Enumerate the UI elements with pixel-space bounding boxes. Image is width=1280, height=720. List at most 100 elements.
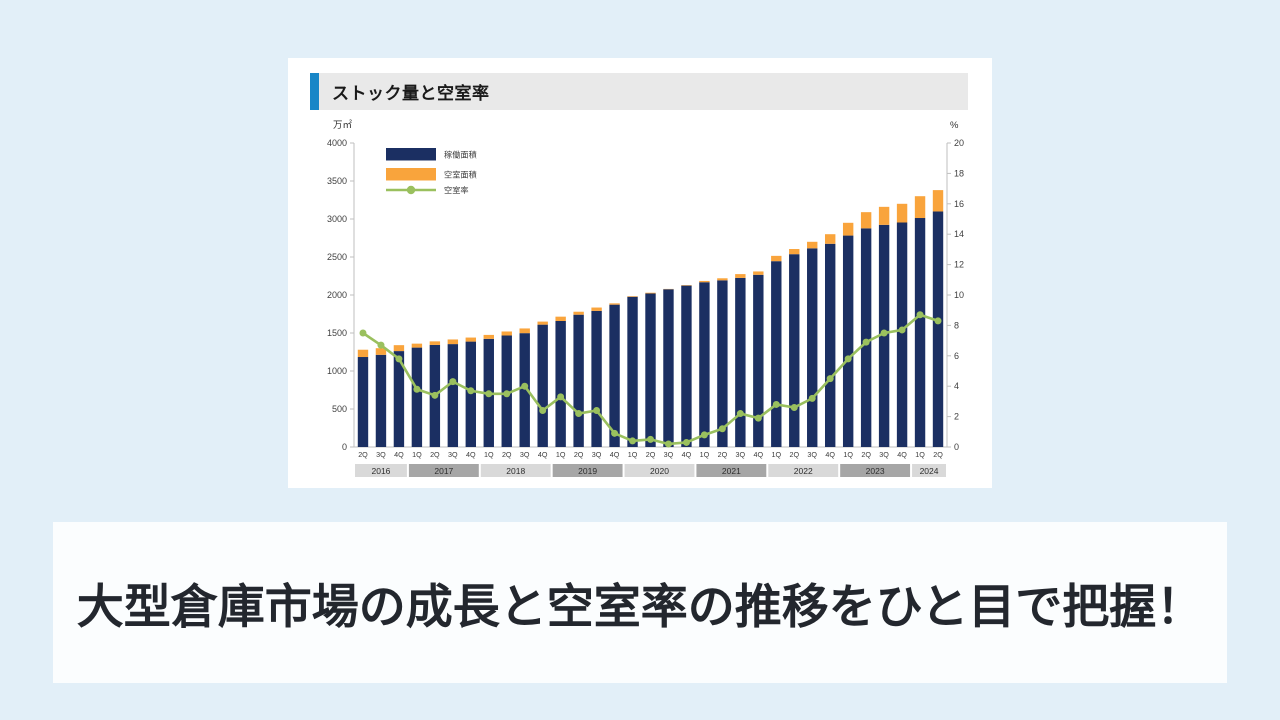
bar-operating-area [771, 261, 782, 447]
x-axis-quarter-label: 1Q [843, 450, 853, 459]
right-axis-tick-label: 0 [954, 442, 959, 452]
bar-operating-area [914, 218, 926, 447]
x-axis-quarter-label: 4Q [466, 450, 476, 459]
bar-vacant-area [357, 349, 369, 358]
bar-vacant-area [393, 345, 405, 352]
x-axis-quarter-label: 2Q [718, 450, 728, 459]
vacancy-rate-point [700, 431, 708, 439]
vacancy-rate-point [880, 329, 888, 337]
bar-operating-area [645, 293, 656, 447]
bar-operating-area [735, 277, 746, 447]
vacancy-rate-point [593, 407, 601, 415]
x-axis-quarter-label: 4Q [754, 450, 764, 459]
x-axis-quarter-label: 2Q [861, 450, 871, 459]
bar-operating-area [411, 347, 423, 447]
bar-operating-area [824, 243, 836, 447]
x-axis-quarter-label: 1Q [556, 450, 566, 459]
x-axis-quarter-label: 3Q [879, 450, 889, 459]
caption-band: 大型倉庫市場の成長と空室率の推移をひと目で把握！ [53, 522, 1227, 683]
vacancy-rate-point [485, 390, 493, 398]
vacancy-rate-point [772, 400, 780, 408]
vacancy-rate-point [647, 435, 654, 443]
left-axis-tick-label: 0 [342, 442, 347, 452]
vacancy-rate-point [395, 355, 403, 363]
bar-operating-area [519, 333, 530, 447]
left-axis-tick-label: 4000 [327, 138, 347, 148]
right-axis-tick-label: 14 [954, 229, 964, 239]
right-axis-tick-label: 10 [954, 290, 964, 300]
vacancy-rate-point [359, 329, 367, 337]
bar-vacant-area [896, 203, 908, 223]
bar-operating-area [447, 344, 459, 447]
bar-operating-area [393, 351, 405, 447]
vacancy-rate-point [413, 385, 421, 393]
vacancy-rate-point [916, 311, 924, 319]
year-band-2018 [480, 464, 551, 477]
legend-label-vacancy-rate: 空室率 [444, 185, 469, 195]
bar-operating-area [663, 289, 674, 447]
x-axis-quarter-label: 1Q [771, 450, 781, 459]
bar-vacant-area [914, 196, 926, 219]
x-axis-quarter-label: 1Q [484, 450, 494, 459]
vacancy-rate-point [611, 429, 619, 437]
bar-operating-area [537, 324, 548, 447]
year-band-label: 2023 [866, 466, 885, 476]
vacancy-rate-point [754, 414, 762, 422]
legend-marker-vacancy-rate [406, 185, 416, 195]
vacancy-rate-point [467, 387, 475, 395]
bar-vacant-area [591, 307, 602, 311]
bar-vacant-area [519, 328, 530, 334]
x-axis-quarter-label: 3Q [592, 450, 602, 459]
bar-vacant-area [483, 334, 494, 339]
right-axis-tick-label: 6 [954, 351, 959, 361]
x-axis-quarter-label: 4Q [825, 450, 835, 459]
x-axis-quarter-label: 2Q [358, 450, 368, 459]
legend-label-vacant: 空室面積 [444, 170, 477, 180]
x-axis-quarter-label: 2Q [789, 450, 799, 459]
header-accent-bar [310, 73, 319, 110]
vacancy-rate-point [862, 338, 870, 346]
bar-vacant-area [645, 292, 656, 294]
vacancy-rate-point [808, 394, 816, 402]
year-band-label: 2022 [794, 466, 813, 476]
x-axis-quarter-label: 2Q [646, 450, 656, 459]
bar-vacant-area [717, 278, 728, 281]
bar-vacant-area [753, 271, 764, 275]
vacancy-rate-point [736, 410, 744, 418]
right-axis-tick-label: 8 [954, 320, 959, 330]
bar-vacant-area [501, 331, 512, 336]
bar-operating-area [842, 235, 854, 447]
year-band-label: 2018 [506, 466, 525, 476]
bar-vacant-area [447, 339, 459, 345]
bar-operating-area [932, 211, 944, 447]
bar-vacant-area [375, 348, 387, 355]
bar-vacant-area [932, 190, 944, 212]
bar-operating-area [609, 304, 620, 447]
vacancy-rate-point [718, 425, 726, 433]
vacancy-rate-point [575, 410, 583, 418]
year-band-2023 [840, 464, 911, 477]
x-axis-quarter-label: 1Q [915, 450, 925, 459]
vacancy-rate-point [377, 341, 385, 349]
year-band-2020 [624, 464, 695, 477]
x-axis-quarter-label: 2Q [933, 450, 943, 459]
bar-vacant-area [573, 311, 584, 315]
x-axis-quarter-label: 3Q [664, 450, 674, 459]
left-axis-tick-label: 3000 [327, 214, 347, 224]
vacancy-rate-point [826, 375, 834, 383]
vacancy-rate-point [431, 391, 439, 399]
legend-swatch-vacant [386, 168, 436, 181]
chart-card: ストック量と空室率 万㎡% 0 500 1000 1500 2000 2500 3000 350… [288, 58, 992, 488]
vacancy-rate-point [557, 393, 565, 401]
bar-operating-area [699, 282, 710, 447]
caption-text: 大型倉庫市場の成長と空室率の推移をひと目で把握！ [76, 580, 1204, 633]
vacancy-rate-point [790, 403, 798, 411]
bar-operating-area [357, 357, 369, 447]
x-axis-quarter-label: 4Q [610, 450, 620, 459]
right-axis-tick-label: 16 [954, 199, 964, 209]
vacancy-rate-point [844, 355, 852, 363]
x-axis-quarter-label: 1Q [700, 450, 710, 459]
bar-vacant-area [429, 341, 441, 345]
left-axis-tick-label: 1000 [327, 366, 347, 376]
year-band-label: 2020 [650, 466, 669, 476]
